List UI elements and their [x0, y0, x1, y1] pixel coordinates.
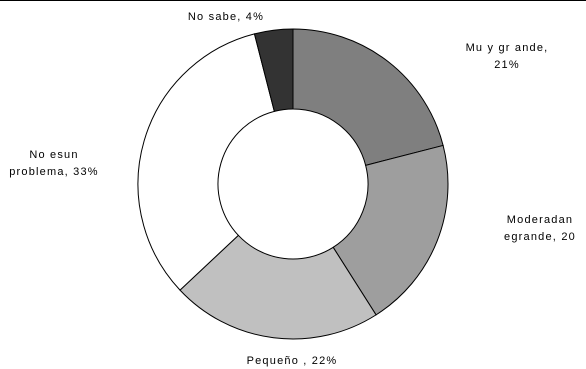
slice-label-4: No sabe, 4% [188, 11, 264, 23]
slice-label-1: Moderadan egrande, 20 [504, 214, 576, 243]
slice-label-0: Mu y gr ande, 21% [466, 42, 549, 71]
slice-label-line: egrande, 20 [504, 231, 576, 243]
donut-slices [138, 29, 448, 339]
slice-label-line: problema, 33% [9, 166, 99, 178]
slice-label-line: Moderadan [507, 214, 573, 226]
slice-label-line: Pequeño , 22% [247, 355, 338, 367]
slice-label-2: Pequeño , 22% [247, 355, 338, 367]
slice-label-line: No esun [29, 149, 78, 161]
slice-label-3: No esun problema, 33% [9, 149, 99, 178]
slice-label-line: No sabe, 4% [188, 11, 264, 23]
slice-label-line: 21% [494, 59, 520, 71]
slice-label-line: Mu y gr ande, [466, 42, 549, 54]
donut-slice-0 [293, 29, 443, 165]
